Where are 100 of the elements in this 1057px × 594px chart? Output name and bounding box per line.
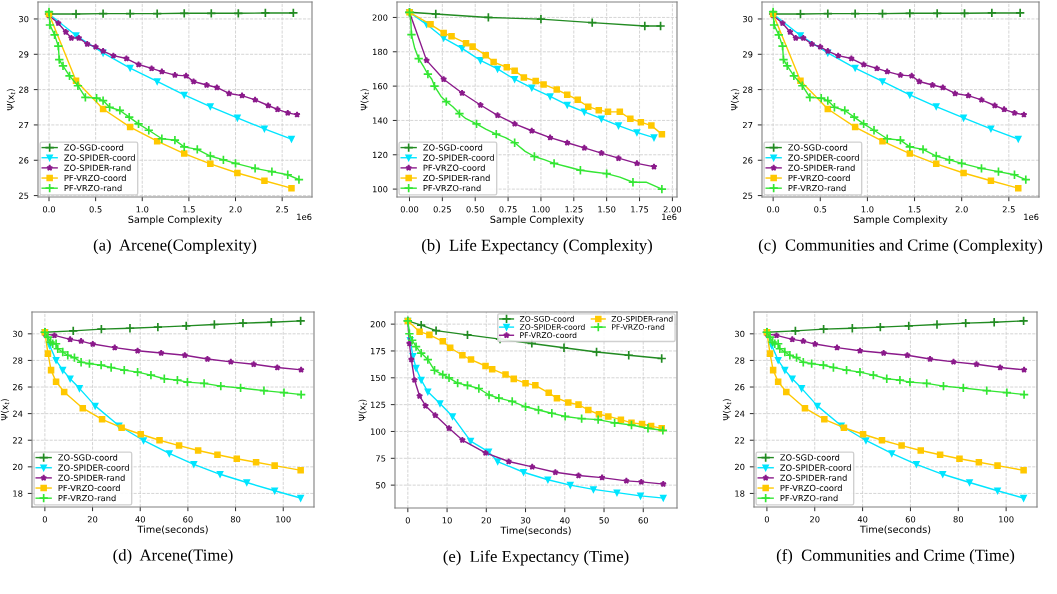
legend-label: ZO-SPIDER-coord: [423, 154, 494, 161]
legend-label: ZO-SPIDER-rand: [780, 474, 847, 481]
y-tick-label: 25: [18, 192, 29, 199]
y-axis-title: Ψ(x$_{t}$): [0, 399, 10, 421]
y-tick-label: 18: [13, 490, 23, 497]
x-tick-label: 1.0: [136, 206, 149, 213]
x-tick-label: 40: [559, 517, 570, 524]
y-tick-label: 26: [12, 384, 23, 391]
x-tick-label: 60: [905, 516, 916, 523]
x-tick-label: 2.00: [663, 206, 682, 213]
y-tick-label: 26: [18, 157, 29, 164]
y-tick-label: 29: [742, 51, 753, 58]
y-tick-label: 30: [735, 330, 745, 338]
y-tick-label: 26: [742, 157, 753, 164]
x-axis-title: Sample Complexity: [128, 215, 222, 225]
legend-label: ZO-SPIDER-coord: [58, 464, 129, 471]
y-tick-label: 28: [12, 357, 23, 364]
x-tick-label: 1.25: [565, 206, 583, 213]
x-tick-label: 30: [520, 517, 531, 524]
text: 1e6: [297, 213, 312, 221]
y-tick-label: 30: [19, 15, 29, 23]
text: (a) Arcene(Complexity): [93, 238, 257, 255]
y-tick-label: 200: [370, 321, 386, 328]
legend-label: ZO-SGD-coord: [58, 454, 118, 461]
x-tick-label: 1.5: [908, 206, 921, 213]
x-tick-label: 2.5: [276, 206, 289, 213]
text: (f) Communities and Crime (Time): [776, 548, 1015, 565]
x-tick-label: 60: [638, 517, 648, 524]
legend-label: PF-VRZO-rand: [788, 184, 846, 192]
y-tick-label: 25: [742, 192, 753, 199]
x-tick-label: 0.75: [499, 206, 517, 213]
y-tick-label: 125: [370, 401, 386, 408]
x-tick-label: 2.5: [1002, 206, 1015, 213]
text: (c) Communities and Crime (Complexity): [758, 238, 1043, 255]
y-tick-label: 27: [742, 121, 753, 129]
legend-label: ZO-SGD-coord: [64, 144, 124, 151]
x-axis-title: Sample Complexity: [853, 215, 948, 225]
legend-label: PF-VRZO-coord: [780, 484, 842, 492]
legend-label: ZO-SGD-coord: [423, 144, 483, 151]
x-tick-label: 10: [442, 517, 452, 524]
x-tick-label: 40: [135, 516, 145, 523]
legend-label: ZO-SPIDER-rand: [423, 174, 490, 182]
x-tick-label: 0: [405, 517, 410, 524]
legend-label: ZO-SPIDER-coord: [788, 154, 859, 161]
y-tick-label: 24: [12, 410, 23, 417]
x-tick-label: 1.75: [631, 206, 649, 213]
x-tick-label: 1.5: [183, 206, 195, 213]
y-tick-label: 28: [742, 86, 753, 93]
legend-label: PF-VRZO-coord: [788, 174, 850, 182]
legend-label: PF-VRZO-coord: [423, 164, 485, 171]
x-tick-label: 0.50: [466, 206, 484, 213]
x-tick-label: 100: [999, 516, 1014, 523]
text: 1e6: [662, 213, 677, 221]
y-axis-title: Ψ(x$_{t}$): [6, 89, 16, 111]
y-tick-label: 160: [372, 83, 388, 90]
text: (e) Life Expectancy (Time): [443, 550, 629, 566]
x-tick-label: 50: [599, 517, 609, 524]
x-tick-label: 1.00: [532, 206, 550, 213]
y-tick-label: 100: [370, 428, 386, 435]
legend-label: PF-VRZO-coord: [58, 484, 120, 492]
x-tick-label: 20: [481, 517, 492, 524]
y-axis-title: Ψ(x$_{t}$): [722, 399, 732, 421]
y-tick-label: 27: [18, 121, 29, 129]
y-tick-label: 75: [376, 455, 386, 462]
legend-label: ZO-SGD-coord: [788, 144, 848, 151]
y-tick-label: 30: [13, 330, 23, 338]
x-tick-label: 20: [810, 516, 820, 523]
x-tick-label: 0.5: [814, 206, 827, 213]
y-tick-label: 18: [735, 490, 745, 497]
x-tick-label: 80: [953, 516, 964, 523]
x-axis-title: Time(seconds): [859, 525, 931, 535]
y-axis-title: Ψ(x$_{t}$): [730, 89, 740, 111]
text: 1e6: [1024, 213, 1039, 221]
y-tick-label: 22: [734, 437, 745, 444]
text: (d) Arcene(Time): [113, 548, 233, 565]
y-axis-title: Ψ(x$_{t}$): [358, 399, 367, 421]
legend-label: ZO-SPIDER-rand: [64, 164, 131, 171]
legend-label: PF-VRZO-rand: [58, 494, 116, 502]
x-tick-label: 2.0: [229, 206, 242, 213]
legend-label: PF-VRZO-coord: [64, 174, 126, 182]
y-tick-label: 24: [734, 410, 745, 417]
y-tick-label: 120: [372, 151, 388, 159]
legend-label: ZO-SPIDER-rand: [788, 164, 855, 171]
y-tick-label: 29: [18, 51, 29, 58]
legend-label: PF-VRZO-rand: [423, 184, 481, 192]
legend-label: PF-VRZO-rand: [64, 184, 122, 192]
x-tick-label: 0: [42, 516, 47, 523]
legend-label: ZO-SPIDER-rand: [58, 474, 125, 481]
x-tick-label: 100: [276, 516, 291, 523]
y-tick-label: 20: [734, 463, 745, 471]
x-tick-label: 2.0: [955, 206, 968, 213]
legend-label: ZO-SPIDER-coord: [780, 464, 851, 471]
legend-label: PF-VRZO-rand: [780, 494, 838, 502]
y-tick-label: 22: [12, 437, 23, 444]
text: (b) Life Expectancy (Complexity): [422, 238, 652, 255]
legend-label: ZO-SPIDER-coord: [64, 154, 135, 161]
x-axis-title: Sample Complexity: [490, 215, 584, 225]
y-tick-label: 30: [743, 15, 753, 23]
x-tick-label: 20: [87, 516, 98, 523]
x-axis-title: Time(seconds): [500, 526, 571, 536]
